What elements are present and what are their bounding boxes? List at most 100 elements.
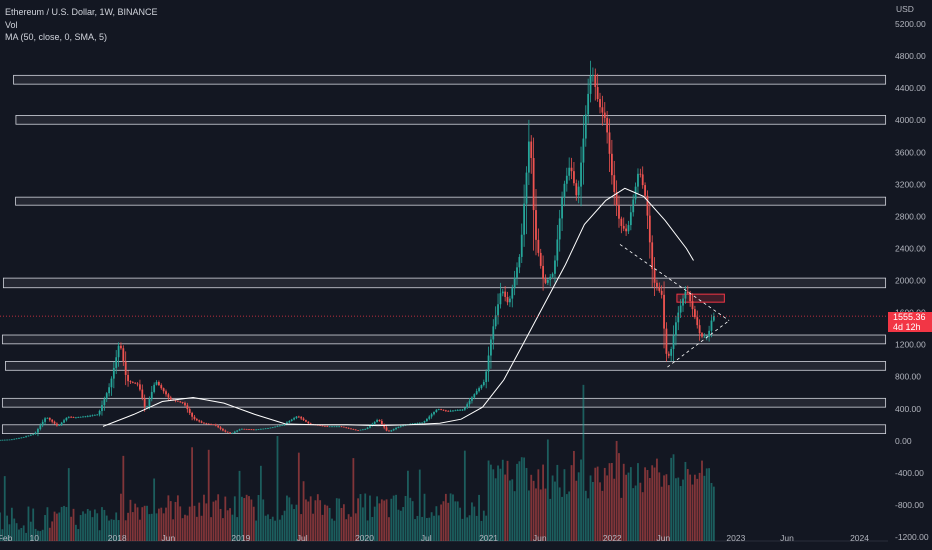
candle-body <box>689 293 692 302</box>
volume-bar <box>675 478 677 541</box>
volume-bar <box>504 474 507 541</box>
volume-bar <box>321 514 324 541</box>
candle-body <box>89 415 92 417</box>
candle-body <box>65 417 68 421</box>
candle-body <box>637 173 639 187</box>
volume-bar <box>615 440 618 541</box>
candle-body <box>520 234 523 257</box>
volume-bar <box>527 490 530 541</box>
candle-body <box>468 400 471 405</box>
candle-body <box>575 183 578 196</box>
candle-body <box>402 425 405 427</box>
volume-bar <box>326 505 329 541</box>
volume-bar <box>618 453 620 541</box>
volume-bar <box>646 470 649 541</box>
candle-body <box>110 378 113 388</box>
y-axis-tick-label: 4400.00 <box>895 83 926 93</box>
volume-bar <box>679 486 682 541</box>
candle-body <box>473 394 476 398</box>
volume-bar <box>629 467 632 541</box>
candle-body <box>342 426 345 428</box>
volume-bar <box>402 506 405 541</box>
volume-bar <box>371 516 374 541</box>
candle-body <box>188 409 191 413</box>
candle-body <box>127 374 129 382</box>
volume-bar <box>466 517 469 541</box>
volume-bar <box>440 504 443 541</box>
candle-body <box>347 427 350 429</box>
volume-bar <box>487 460 490 541</box>
candle-body <box>25 436 27 438</box>
volume-bar <box>72 508 75 541</box>
candle-body <box>295 416 298 419</box>
x-axis-tick-label: Jun <box>533 533 547 543</box>
candle-body <box>490 339 492 356</box>
volume-bar <box>181 518 184 541</box>
candle-body <box>162 388 165 392</box>
volume-bar <box>556 464 559 541</box>
ma-indicator-label[interactable]: MA (50, close, 0, SMA, 5) <box>5 32 108 42</box>
volume-bar <box>165 507 167 541</box>
volume-bar <box>146 505 148 541</box>
volume-bar <box>105 515 108 541</box>
volume-bar <box>10 507 13 541</box>
candle-body <box>573 171 575 184</box>
candle-body <box>364 428 367 430</box>
candle-body <box>191 412 194 417</box>
y-axis-tick-label: 2400.00 <box>895 243 926 253</box>
volume-bar <box>184 514 186 541</box>
volume-bar <box>70 516 73 541</box>
candle-body <box>523 203 526 235</box>
volume-bar <box>482 510 485 541</box>
volume-bar <box>433 515 435 541</box>
candle-body <box>281 425 284 426</box>
sr-zone-rect <box>1 424 887 435</box>
volume-bar <box>701 460 703 541</box>
volume-bar <box>309 496 312 541</box>
candle-body <box>148 399 151 407</box>
candle-body <box>478 388 480 392</box>
x-axis-tick-label: Jun <box>657 533 671 543</box>
volume-bar <box>546 439 549 541</box>
volume-bar <box>430 512 433 541</box>
candle-body <box>155 382 158 385</box>
volume-bar <box>684 461 687 541</box>
volume-bar <box>639 482 642 541</box>
candle-body <box>646 195 649 216</box>
volume-bar <box>537 469 540 541</box>
y-axis-tick-label: 800.00 <box>895 372 921 382</box>
y-axis-tick-label: 0.00 <box>895 436 912 446</box>
candle-body <box>665 328 668 354</box>
volume-bar <box>385 499 388 541</box>
candle-body <box>629 212 632 226</box>
volume-bar <box>27 506 30 541</box>
candle-body <box>122 348 125 362</box>
candle-body <box>499 293 502 305</box>
candle-body <box>625 228 628 232</box>
candle-body <box>492 326 495 340</box>
candle-body <box>108 387 110 394</box>
candle-body <box>56 423 58 426</box>
volume-indicator-label[interactable]: Vol <box>5 19 18 30</box>
symbol-title[interactable]: Ethereum / U.S. Dollar, 1W, BINANCE <box>5 7 158 17</box>
y-axis-tick-label: 400.00 <box>895 404 921 414</box>
candle-body <box>587 93 590 115</box>
volume-bar <box>499 468 502 541</box>
volume-bar <box>665 474 668 541</box>
y-axis-tick-label: 5200.00 <box>895 19 926 29</box>
volume-bar <box>160 507 163 541</box>
candle-body <box>338 426 341 428</box>
candle-body <box>411 423 414 425</box>
candle-body <box>648 215 651 243</box>
candle-body <box>350 428 352 430</box>
candle-body <box>63 420 65 423</box>
candle-body <box>392 429 395 431</box>
candle-body <box>305 420 307 422</box>
volume-bar <box>131 512 134 541</box>
candle-body <box>0 439 1 441</box>
volume-bar <box>139 519 141 541</box>
volume-bar <box>357 498 360 541</box>
candle-body <box>570 167 573 172</box>
